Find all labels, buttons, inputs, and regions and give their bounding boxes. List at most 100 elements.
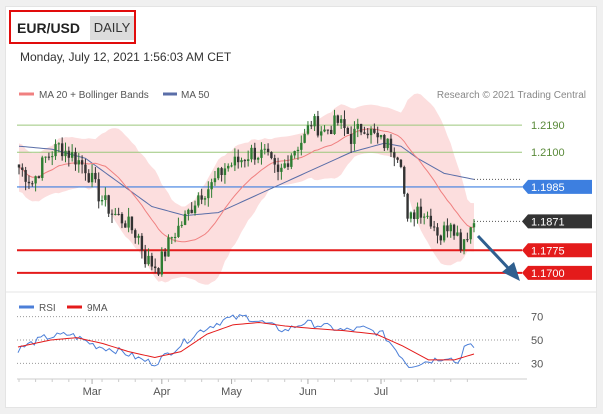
candle [236,149,240,169]
rsi-tick-label-30: 30 [531,358,543,370]
candle [167,234,170,257]
candle [263,143,266,155]
level-label-1.2100: 1.2100 [531,147,565,159]
bollinger-bands [19,93,474,285]
x-tick-label-Apr: Apr [153,386,170,398]
candle [376,126,379,144]
price-legend: MA 20 + Bollinger Bands MA 50 [19,90,210,101]
candle [256,156,260,164]
candle [293,150,296,159]
research-credit: Research © 2021 Trading Central [437,90,586,101]
candle [300,135,303,156]
x-tick-label-Mar: Mar [83,386,102,398]
candle [310,120,313,130]
candle [323,125,326,133]
ma50-path [18,142,475,217]
candle [31,180,34,187]
timeframe-button[interactable]: DAILY [90,16,134,40]
candle [117,207,120,216]
candle [240,157,243,168]
candle [210,178,213,198]
candle [127,207,130,233]
candle [80,155,84,174]
candle [203,196,207,206]
candle [336,114,340,126]
candle [406,192,409,222]
candle [220,166,223,182]
candle [37,175,41,179]
rsi-tick-label-50: 50 [531,335,543,347]
candle [466,232,469,243]
candle [369,126,373,144]
candle [396,156,399,163]
candle [393,147,396,167]
candle [160,247,164,277]
x-axis-ticks: Mar Apr May Jun Jul [18,379,468,398]
candle [124,220,127,228]
candle [442,221,446,243]
candle [87,169,90,183]
candle [200,188,203,205]
candle [389,134,393,158]
candle [250,144,253,163]
candle [227,163,230,172]
candle [280,163,283,180]
candle [339,115,343,129]
candle [197,192,200,208]
candle [64,142,67,163]
candle [77,153,80,173]
candle [84,158,87,181]
candle [150,252,154,271]
candle [326,129,330,135]
candle [409,211,413,223]
candle [266,143,270,156]
candle [74,147,77,171]
candle [21,163,24,177]
candle [17,164,21,175]
candle [260,142,263,165]
candle [130,216,134,234]
candle [446,218,449,238]
candle [363,126,366,135]
candle [283,159,286,169]
candle [104,187,107,207]
candle [114,207,117,216]
candle [373,123,376,135]
candle [217,167,220,181]
level-tag-1.1700 [522,265,592,280]
candle [153,258,157,274]
candle [190,202,193,214]
candle [469,227,472,244]
candle [416,202,419,224]
candle [57,142,61,153]
rsi-ma-path [17,321,475,361]
candle [366,127,369,139]
x-tick-label-Jun: Jun [299,386,317,398]
candle [413,209,416,227]
candle [110,209,114,224]
candle [173,232,177,243]
candle [90,164,94,188]
candle [34,175,37,192]
symbol-label: EUR/USD [17,20,81,36]
candle [144,244,147,268]
candle [296,146,300,160]
candle [436,223,439,244]
candle [177,217,180,238]
candle [276,157,280,181]
candle [313,113,316,132]
level-label-1.2190: 1.2190 [531,120,565,132]
candle [329,125,333,135]
forecast-arrow-shaft [476,234,512,272]
candle [24,166,27,191]
candle [403,165,406,197]
level-label-1.1985: 1.1985 [531,182,565,194]
timestamp: Monday, July 12, 2021 1:56:03 AM CET [20,50,232,64]
candle [383,133,386,152]
ma20-line [18,128,475,243]
forecast-arrow [476,234,520,281]
candle [333,109,336,135]
candle [97,172,100,209]
candle [187,208,190,221]
candle [233,148,237,172]
